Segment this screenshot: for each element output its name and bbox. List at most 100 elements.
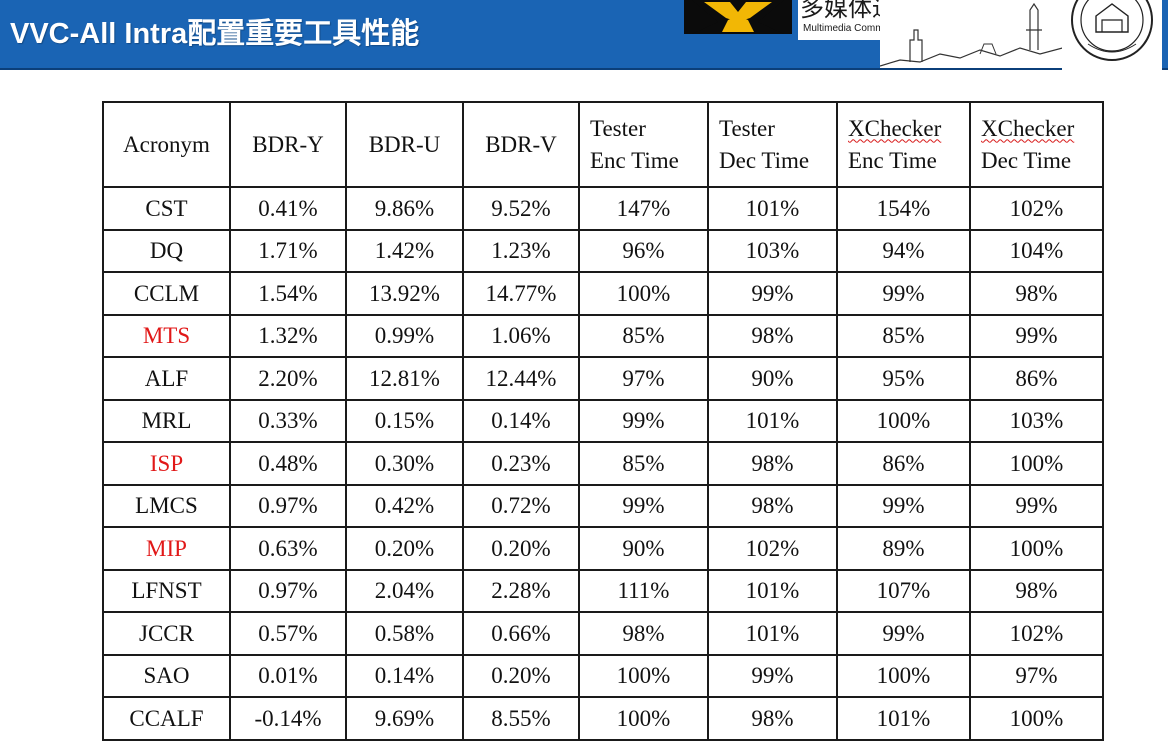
value-cell: 100% — [969, 441, 1104, 486]
table-body: CST 0.41% 9.86% 9.52% 147% 101% 154% 102% DQ 1.71… — [102, 186, 1104, 741]
header-xchecker-dec-time: XChecker Dec Time — [969, 101, 1104, 188]
value-cell: 101% — [707, 611, 838, 656]
table-header: Acronym BDR-Y BDR-U BDR-V Tester Enc Tim… — [102, 101, 1104, 188]
value-cell: 13.92% — [345, 271, 464, 316]
acronym-cell: JCCR — [102, 611, 231, 656]
value-cell: 103% — [969, 398, 1104, 443]
value-cell: 1.42% — [345, 228, 464, 273]
value-cell: 98% — [707, 441, 838, 486]
acronym-cell: CCLM — [102, 271, 231, 316]
value-cell: 90% — [707, 356, 838, 401]
value-cell: 0.33% — [229, 398, 347, 443]
value-cell: 100% — [969, 526, 1104, 571]
table-row: ISP 0.48% 0.30% 0.23% 85% 98% 86% 100% — [102, 441, 1104, 486]
value-cell: 0.42% — [345, 483, 464, 528]
table-row: DQ 1.71% 1.42% 1.23% 96% 103% 94% 104% — [102, 228, 1104, 273]
value-cell: 100% — [578, 653, 709, 698]
header-bdr-v: BDR-V — [462, 101, 580, 188]
header-line: Dec Time — [981, 147, 1072, 173]
value-cell: 99% — [836, 611, 971, 656]
value-cell: 12.44% — [462, 356, 580, 401]
header-line: Enc Time — [848, 147, 937, 173]
value-cell: 154% — [836, 186, 971, 231]
acronym-cell: ISP — [102, 441, 231, 486]
value-cell: 0.41% — [229, 186, 347, 231]
table-row: LMCS 0.97% 0.42% 0.72% 99% 98% 99% 99% — [102, 483, 1104, 528]
table-row: SAO 0.01% 0.14% 0.20% 100% 99% 100% 97% — [102, 653, 1104, 698]
value-cell: 0.23% — [462, 441, 580, 486]
value-cell: 107% — [836, 568, 971, 613]
header-tester-enc-time: Tester Enc Time — [578, 101, 709, 188]
value-cell: 99% — [836, 271, 971, 316]
value-cell: 1.71% — [229, 228, 347, 273]
value-cell: 0.30% — [345, 441, 464, 486]
slide-header: VVC-All Intra配置重要工具性能 多媒体通信实验室 Multimedi… — [0, 0, 1168, 70]
value-cell: 86% — [969, 356, 1104, 401]
tool-performance-table: Acronym BDR-Y BDR-U BDR-V Tester Enc Tim… — [102, 101, 1104, 741]
value-cell: 99% — [707, 271, 838, 316]
value-cell: 97% — [578, 356, 709, 401]
value-cell: 0.01% — [229, 653, 347, 698]
value-cell: 111% — [578, 568, 709, 613]
slide-title: VVC-All Intra配置重要工具性能 — [10, 18, 420, 50]
table-row: MRL 0.33% 0.15% 0.14% 99% 101% 100% 103% — [102, 398, 1104, 443]
value-cell: 89% — [836, 526, 971, 571]
value-cell: 0.20% — [345, 526, 464, 571]
header-bdr-u: BDR-U — [345, 101, 464, 188]
value-cell: 100% — [836, 398, 971, 443]
value-cell: 90% — [578, 526, 709, 571]
value-cell: 2.20% — [229, 356, 347, 401]
table-row: LFNST 0.97% 2.04% 2.28% 111% 101% 107% 98% — [102, 568, 1104, 613]
acronym-cell: ALF — [102, 356, 231, 401]
value-cell: 103% — [707, 228, 838, 273]
value-cell: 99% — [969, 483, 1104, 528]
value-cell: 100% — [578, 696, 709, 741]
header-line: Tester — [719, 115, 775, 141]
value-cell: 0.14% — [462, 398, 580, 443]
value-cell: 102% — [707, 526, 838, 571]
acronym-cell: SAO — [102, 653, 231, 698]
value-cell: 0.20% — [462, 526, 580, 571]
value-cell: 97% — [969, 653, 1104, 698]
header-line: Enc Time — [590, 147, 679, 173]
value-cell: 0.72% — [462, 483, 580, 528]
table-row: MIP 0.63% 0.20% 0.20% 90% 102% 89% 100% — [102, 526, 1104, 571]
table-row: CCALF -0.14% 9.69% 8.55% 100% 98% 101% 100% — [102, 696, 1104, 741]
value-cell: 0.97% — [229, 483, 347, 528]
value-cell: 100% — [836, 653, 971, 698]
value-cell: 100% — [578, 271, 709, 316]
value-cell: 1.32% — [229, 313, 347, 358]
value-cell: 14.77% — [462, 271, 580, 316]
value-cell: 101% — [707, 568, 838, 613]
acronym-cell: CST — [102, 186, 231, 231]
value-cell: 85% — [578, 441, 709, 486]
acronym-cell: MIP — [102, 526, 231, 571]
value-cell: 85% — [836, 313, 971, 358]
value-cell: 12.81% — [345, 356, 464, 401]
acronym-cell: MRL — [102, 398, 231, 443]
value-cell: 100% — [969, 696, 1104, 741]
value-cell: 0.58% — [345, 611, 464, 656]
header-line: XChecker — [981, 115, 1075, 141]
value-cell: 0.14% — [345, 653, 464, 698]
value-cell: 98% — [707, 696, 838, 741]
value-cell: 102% — [969, 186, 1104, 231]
value-cell: 94% — [836, 228, 971, 273]
value-cell: 1.06% — [462, 313, 580, 358]
header-acronym: Acronym — [102, 101, 231, 188]
value-cell: 99% — [836, 483, 971, 528]
value-cell: 99% — [578, 483, 709, 528]
table-row: JCCR 0.57% 0.58% 0.66% 98% 101% 99% 102% — [102, 611, 1104, 656]
table-header-row: Acronym BDR-Y BDR-U BDR-V Tester Enc Tim… — [102, 101, 1104, 188]
acronym-cell: CCALF — [102, 696, 231, 741]
value-cell: 99% — [707, 653, 838, 698]
value-cell: 8.55% — [462, 696, 580, 741]
value-cell: 0.63% — [229, 526, 347, 571]
header-line: XChecker — [848, 115, 942, 141]
value-cell: 2.04% — [345, 568, 464, 613]
acronym-cell: LFNST — [102, 568, 231, 613]
value-cell: 98% — [707, 313, 838, 358]
campus-skyline-icon — [880, 0, 1070, 68]
header-line: Dec Time — [719, 147, 810, 173]
value-cell: 86% — [836, 441, 971, 486]
